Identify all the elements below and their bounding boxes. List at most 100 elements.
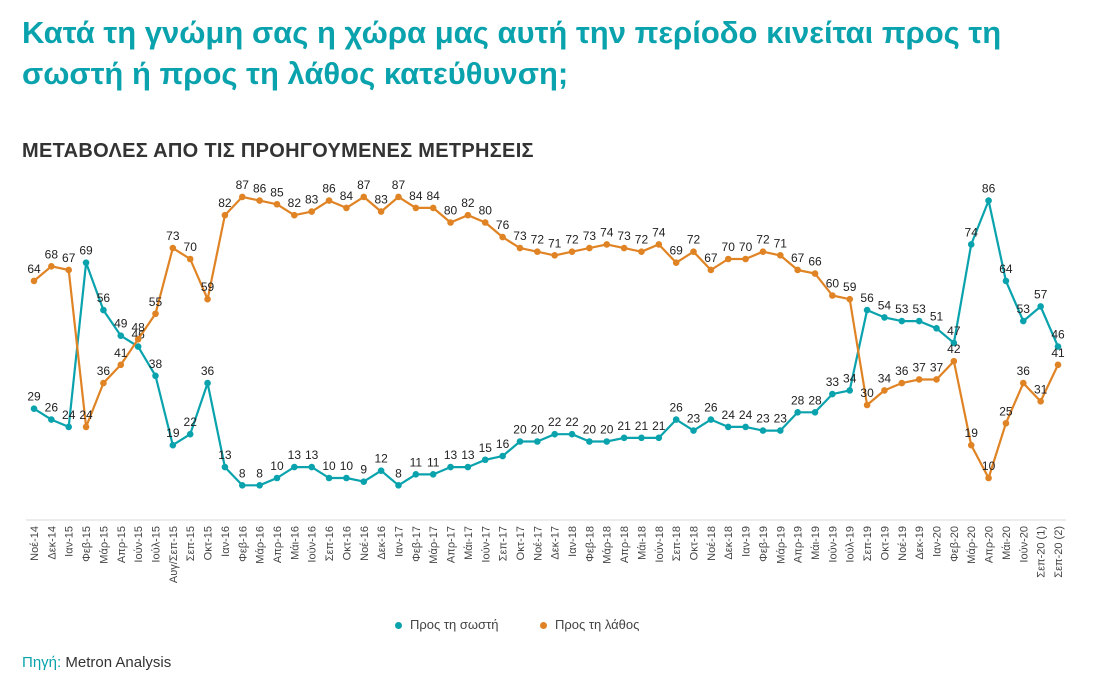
- data-label-correct: 10: [340, 459, 354, 473]
- data-point-wrong: [620, 244, 628, 252]
- data-label-wrong: 59: [201, 280, 215, 294]
- data-point-wrong: [499, 233, 506, 241]
- data-point-correct: [1019, 317, 1027, 325]
- x-tick-label: Φεβ-15: [81, 526, 93, 562]
- data-label-correct: 49: [114, 317, 128, 331]
- data-point-wrong: [534, 248, 541, 255]
- data-point-correct: [152, 372, 159, 380]
- data-label-wrong: 87: [236, 178, 250, 192]
- data-point-correct: [707, 416, 715, 423]
- data-label-correct: 13: [444, 448, 458, 462]
- data-label-correct: 22: [184, 415, 198, 429]
- data-point-correct: [516, 438, 524, 445]
- data-label-wrong: 74: [600, 225, 614, 239]
- data-point-wrong: [759, 248, 767, 255]
- data-label-correct: 19: [166, 426, 180, 440]
- data-label-wrong: 72: [687, 233, 701, 247]
- data-label-correct: 21: [617, 419, 631, 433]
- data-point-correct: [117, 332, 125, 339]
- data-label-wrong: 34: [878, 371, 892, 385]
- x-tick-label: Σεπ-17: [498, 526, 510, 561]
- data-label-wrong: 41: [114, 346, 128, 360]
- data-label-wrong: 82: [461, 196, 475, 210]
- data-label-correct: 23: [687, 412, 701, 426]
- x-tick-label: Μάι-17: [463, 526, 475, 560]
- data-point-correct: [1054, 343, 1062, 350]
- x-tick-label: Οκτ-19: [879, 526, 891, 560]
- data-label-wrong: 59: [843, 280, 857, 294]
- data-label-wrong: 67: [791, 251, 805, 265]
- data-label-wrong: 80: [444, 204, 458, 218]
- data-point-correct: [742, 423, 749, 431]
- data-point-wrong: [447, 219, 454, 226]
- data-label-correct: 20: [583, 423, 597, 437]
- data-point-wrong: [343, 204, 350, 212]
- data-label-wrong: 72: [565, 233, 579, 247]
- data-point-wrong: [690, 248, 697, 255]
- data-point-correct: [811, 409, 819, 416]
- data-label-correct: 74: [965, 225, 979, 239]
- data-point-correct: [82, 259, 90, 266]
- data-label-wrong: 73: [166, 229, 180, 243]
- data-label-correct: 13: [461, 448, 475, 462]
- data-label-correct: 57: [1034, 287, 1048, 301]
- data-label-correct: 11: [427, 455, 440, 469]
- x-tick-label: Ιαν-19: [741, 526, 753, 557]
- x-tick-label: Ιούν-18: [654, 526, 666, 563]
- data-label-wrong: 82: [288, 196, 302, 210]
- data-label-correct: 13: [218, 448, 232, 462]
- legend-item-correct[interactable]: Προς τη σωστή: [395, 617, 498, 632]
- data-point-correct: [325, 474, 333, 482]
- x-tick-label: Νοέ-16: [359, 526, 371, 561]
- legend-label-correct: Προς τη σωστή: [410, 617, 499, 632]
- data-point-correct: [985, 197, 992, 204]
- data-point-wrong: [724, 255, 732, 263]
- data-label-correct: 20: [531, 423, 545, 437]
- data-label-correct: 53: [1017, 302, 1031, 316]
- data-label-wrong: 70: [722, 240, 736, 254]
- data-point-wrong: [204, 295, 211, 303]
- line-chart: Νοέ-14 Δεκ-14 Ιαν-15 Φεβ-15 Μάρ-15 Απρ-15 Ιούν…: [26, 178, 1066, 583]
- data-label-wrong: 84: [340, 189, 354, 203]
- data-label-correct: 26: [45, 401, 59, 415]
- x-tick-label: Φεβ-17: [411, 526, 423, 562]
- data-label-wrong: 72: [635, 233, 649, 247]
- data-point-wrong: [325, 197, 333, 204]
- data-label-wrong: 73: [617, 229, 631, 243]
- data-label-wrong: 82: [218, 196, 232, 210]
- data-label-wrong: 71: [774, 236, 788, 250]
- data-point-correct: [915, 317, 923, 325]
- data-point-correct: [169, 441, 177, 449]
- data-point-correct: [134, 343, 142, 350]
- data-point-correct: [672, 416, 680, 423]
- chart-title: Κατά τη γνώμη σας η χώρα μας αυτή την πε…: [22, 15, 1002, 91]
- data-label-correct: 56: [860, 291, 874, 305]
- data-label-wrong: 86: [322, 182, 336, 196]
- data-label-wrong: 73: [513, 229, 527, 243]
- source-value: Metron Analysis: [65, 654, 172, 671]
- data-point-wrong: [169, 244, 177, 252]
- data-point-wrong: [603, 241, 611, 248]
- data-point-correct: [933, 325, 940, 332]
- x-tick-label: Ιαν-20: [932, 526, 944, 557]
- data-point-wrong: [586, 244, 593, 252]
- data-point-wrong: [638, 248, 645, 255]
- data-point-wrong: [846, 295, 854, 303]
- x-tick-label: Δεκ-16: [376, 526, 388, 560]
- x-tick-label: Φεβ-18: [584, 526, 596, 562]
- data-label-wrong: 42: [947, 342, 961, 356]
- x-tick-label: Μάρ-17: [428, 526, 440, 564]
- data-point-wrong: [985, 474, 992, 482]
- x-tick-label: Μάρ-20: [966, 526, 978, 564]
- data-label-correct: 15: [479, 441, 493, 455]
- x-tick-label: Μάι-16: [289, 526, 301, 560]
- data-label-correct: 24: [739, 408, 753, 422]
- data-label-wrong: 55: [149, 295, 163, 309]
- data-point-wrong: [377, 208, 385, 215]
- legend-item-wrong[interactable]: Προς τη λάθος: [540, 617, 639, 632]
- x-tick-label: Μάι-18: [636, 526, 648, 560]
- data-point-correct: [481, 456, 489, 464]
- data-label-wrong: 69: [669, 244, 683, 258]
- data-label-correct: 16: [496, 437, 510, 451]
- data-label-wrong: 74: [652, 225, 666, 239]
